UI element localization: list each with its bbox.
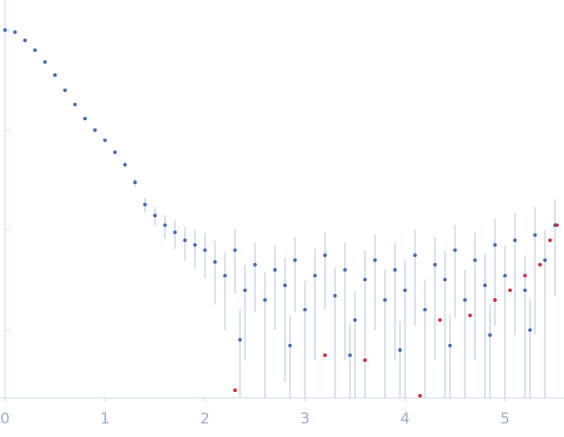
x-tick-label: 3 — [300, 410, 310, 428]
data-point — [313, 273, 317, 278]
data-point — [448, 343, 452, 348]
data-point — [453, 248, 457, 252]
data-point — [438, 318, 442, 322]
data-point — [73, 102, 77, 107]
data-point — [33, 48, 37, 52]
data-point — [83, 116, 87, 121]
data-point — [213, 260, 217, 264]
data-point — [303, 307, 307, 312]
data-point — [348, 353, 352, 358]
data-point — [283, 283, 287, 288]
data-point — [163, 223, 167, 227]
data-point — [513, 238, 517, 243]
data-point — [403, 288, 407, 293]
data-point — [293, 258, 297, 262]
data-point — [413, 253, 417, 258]
data-point — [443, 277, 447, 282]
data-point — [463, 298, 467, 302]
data-point — [153, 213, 157, 218]
data-point — [143, 202, 147, 207]
data-point — [193, 243, 197, 247]
data-point — [493, 243, 497, 247]
x-tick-label: 0 — [0, 410, 10, 428]
data-point — [103, 138, 107, 143]
data-point — [323, 253, 327, 258]
data-point — [13, 30, 17, 34]
data-point — [528, 328, 532, 332]
data-point — [203, 248, 207, 252]
data-point — [233, 248, 237, 252]
data-point — [503, 273, 507, 278]
data-point — [233, 388, 237, 393]
data-point — [63, 88, 67, 93]
data-point — [173, 230, 177, 235]
data-point — [353, 318, 357, 322]
data-point — [523, 273, 527, 278]
data-point — [183, 238, 187, 243]
x-tick-label: 5 — [500, 410, 510, 428]
data-point — [418, 393, 422, 398]
data-point — [488, 333, 492, 337]
data-point — [523, 288, 527, 293]
data-point — [93, 128, 97, 132]
data-point — [363, 277, 367, 282]
data-point — [133, 180, 137, 185]
data-point — [343, 268, 347, 272]
data-point — [223, 273, 227, 278]
data-point — [23, 38, 27, 43]
x-tick-label: 2 — [200, 410, 210, 428]
data-point — [393, 268, 397, 272]
data-point — [373, 258, 377, 262]
data-point — [493, 298, 497, 302]
data-point — [433, 262, 437, 267]
data-point — [253, 262, 257, 267]
data-point — [288, 343, 292, 348]
data-point — [43, 60, 47, 64]
data-point — [548, 238, 552, 243]
data-point — [333, 293, 337, 298]
data-point — [53, 73, 57, 77]
data-point — [533, 233, 537, 237]
data-point — [423, 307, 427, 312]
data-point — [555, 223, 559, 227]
data-point — [273, 268, 277, 272]
data-point — [538, 262, 542, 267]
data-point — [123, 162, 127, 167]
x-tick-label: 4 — [400, 410, 410, 428]
x-tick-label: 1 — [100, 410, 110, 428]
data-point — [243, 288, 247, 293]
data-point — [238, 337, 242, 342]
data-point — [363, 358, 367, 362]
data-point — [398, 348, 402, 352]
data-point — [263, 298, 267, 302]
data-point — [383, 298, 387, 302]
data-point — [113, 150, 117, 155]
data-point — [543, 258, 547, 262]
data-point — [468, 313, 472, 318]
data-point — [508, 288, 512, 293]
data-point — [323, 353, 327, 358]
data-point — [483, 283, 487, 288]
data-point — [3, 28, 7, 32]
data-point — [473, 258, 477, 262]
